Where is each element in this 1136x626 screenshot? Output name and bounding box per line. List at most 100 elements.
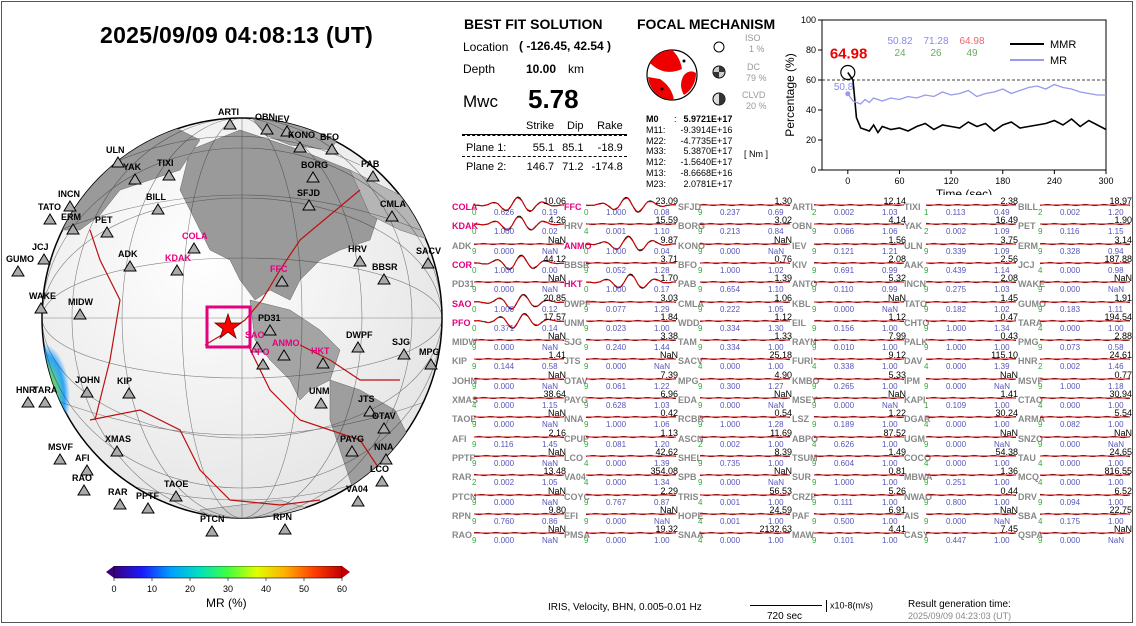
station-cell-aak: AAK 2.56 9 0.439 1.14 (904, 253, 1018, 275)
station-variance-reduction: 16.49 (995, 215, 1018, 226)
station-cell-shel: SHEL 8.39 9 0.735 1.00 (678, 446, 792, 468)
station-waveform (586, 531, 677, 535)
map-station-hkt: HKT (311, 346, 330, 369)
station-name: KMBO (792, 375, 820, 386)
station-variance-reduction: NaN (773, 234, 792, 245)
station-waveform (1040, 203, 1131, 207)
station-name: KIP (452, 356, 468, 367)
map-station-rao: RAO (72, 473, 92, 496)
station-cell-tato: TATO 1.45 9 0.182 1.02 (904, 292, 1018, 314)
station-cell-palk: PALK 0.43 9 1.000 1.00 (904, 331, 1018, 353)
station-variance-reduction: 2.16 (548, 427, 566, 438)
station-cell-mcq: MCQ 816.55 4 0.000 1.00 (1018, 466, 1132, 488)
globe-map: ARTI OBN IEV KONO BFO ULN YAK TIXI BORG PAB BILL SF… (6, 107, 443, 537)
col-dip: Dip (567, 120, 584, 132)
station-variance-reduction: 354.08 (650, 466, 678, 477)
station-variance-reduction: 0.81 (888, 466, 906, 477)
epicenter-star-icon (213, 312, 243, 340)
clvd-label: CLVD (742, 90, 766, 100)
station-waveform (814, 242, 904, 245)
station-cell-hrv: HRV 15.59 4 0.001 1.10 (564, 215, 678, 237)
station-name: DGAR (904, 414, 931, 425)
depth-value: 10.00 (526, 62, 557, 76)
station-cell-kdak: KDAK 4.26 0 1.000 0.02 (452, 215, 566, 237)
station-waveform (586, 454, 677, 458)
station-variance-reduction: 3.71 (660, 253, 678, 264)
legend-mr-label: MR (1050, 55, 1067, 67)
station-cell-taoe: TAOE NaN 9 0.000 NaN (452, 408, 566, 430)
station-waveform (474, 454, 565, 458)
station-variance-reduction: 816.55 (1104, 466, 1132, 477)
station-variance-reduction: 3.02 (774, 215, 792, 226)
station-waveform (474, 215, 565, 231)
station-markers: ARTI OBN IEV KONO BFO ULN YAK TIXI BORG PAB BILL SF… (6, 107, 441, 537)
station-triangle-icon (170, 264, 184, 276)
map-station-taoe: TAOE (164, 479, 188, 502)
y-tick-label: 0 (811, 165, 816, 175)
station-waveform (1040, 435, 1131, 438)
station-waveform (474, 512, 565, 515)
station-waveform (700, 474, 791, 477)
station-name: WAKE (1018, 279, 1045, 290)
station-name: DAV (904, 356, 923, 367)
station-waveform (474, 338, 565, 342)
station-triangle-icon (351, 341, 365, 353)
station-variance-reduction: 1.22 (888, 408, 906, 419)
station-triangle-icon (122, 387, 136, 399)
station-variance-reduction: 2.08 (1000, 273, 1018, 284)
map-station-bfo: BFO (320, 132, 339, 155)
station-waveform (814, 493, 905, 496)
station-cell-john: JOHN NaN 9 0.000 NaN (452, 369, 566, 391)
station-waveform (1040, 531, 1131, 535)
station-variance-reduction: 1.12 (888, 311, 906, 322)
station-name: RCBR (678, 414, 704, 425)
map-station-dwpf: DWPF (346, 330, 373, 353)
station-name: MBWA (904, 472, 933, 483)
station-name: PPTF (452, 452, 476, 463)
station-waveform (586, 235, 677, 251)
station-variance-reduction: 7.45 (1000, 524, 1018, 535)
map-station-label: JOHN (75, 375, 100, 385)
station-waveform (926, 281, 1017, 284)
station-name: HKT (564, 279, 583, 290)
station-waveform (586, 358, 677, 361)
station-variance-reduction: 1.33 (774, 331, 792, 342)
station-cell-tixi: TIXI 2.38 1 0.113 0.49 (904, 196, 1018, 217)
station-waveform (700, 223, 791, 226)
map-station-arti: ARTI (218, 107, 239, 130)
x-axis-label: Time (sec) (936, 187, 992, 195)
station-variance-reduction: 0.42 (660, 408, 678, 419)
station-variance-reduction: 13.48 (543, 466, 566, 477)
station-name: AAK (904, 259, 924, 270)
station-waveform (814, 377, 905, 380)
station-name: SAO (452, 298, 472, 309)
station-cell-arti: ARTI 12.14 2 0.002 1.03 (792, 196, 906, 217)
station-cell-qspa: QSPA NaN 9 0.000 NaN (1018, 524, 1132, 546)
map-station-jcj: JCJ (32, 242, 51, 265)
station-name: MIDW (452, 337, 477, 348)
station-variance-reduction: 0.43 (1000, 331, 1018, 342)
station-triangle-icon (397, 348, 411, 360)
station-waveform (474, 474, 565, 477)
station-name: TATO (904, 298, 927, 309)
map-station-label: HRV (348, 244, 367, 254)
mr-second-value: 26 (930, 48, 942, 59)
station-variance-reduction: 3.14 (1114, 234, 1132, 245)
station-cell-eil: EIL 1.12 9 0.156 1.00 (792, 311, 906, 333)
map-station-iev: IEV (275, 114, 294, 137)
map-station-cmla: CMLA (380, 199, 406, 222)
station-cell-rao: RAO NaN 9 0.000 NaN (452, 524, 566, 546)
station-waveform (926, 203, 1017, 207)
plane-2-row: Plane 2: 146.7 71.2 -174.8 (466, 161, 623, 173)
map-station-label: JTS (358, 394, 375, 404)
dc-value: 79 % (746, 73, 767, 83)
station-triangle-icon (275, 275, 289, 287)
station-variance-reduction: 15.59 (655, 215, 678, 226)
station-waveform (926, 261, 1017, 265)
station-variance-reduction: 6.52 (1114, 485, 1132, 496)
station-triangle-icon (53, 453, 67, 465)
station-name: UNM (564, 317, 585, 328)
station-waveform (1040, 261, 1131, 265)
station-waveform (586, 377, 677, 380)
station-name: HNR (1018, 356, 1038, 367)
